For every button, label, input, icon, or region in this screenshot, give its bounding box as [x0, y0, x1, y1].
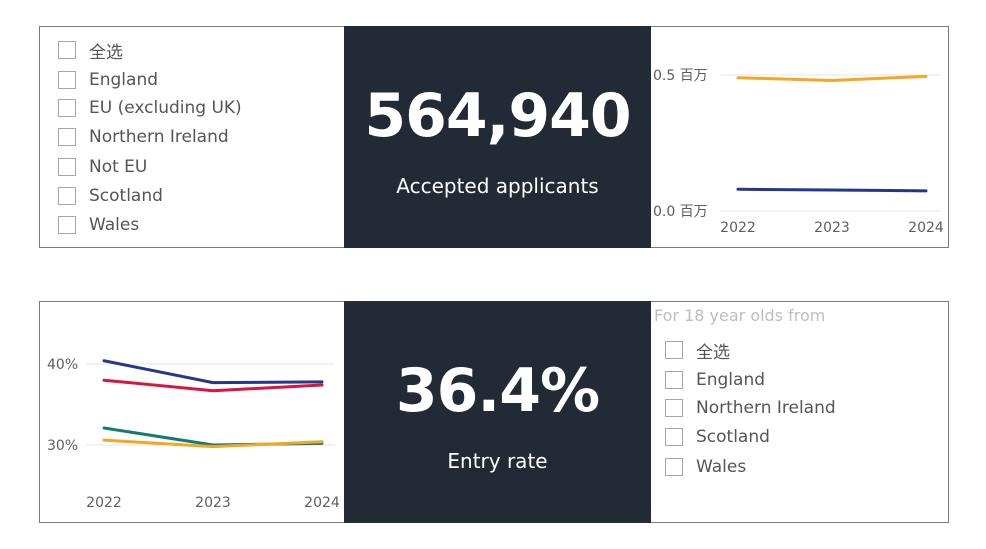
- checkbox[interactable]: [665, 399, 683, 417]
- entry-rate-line-chart: 40% 30% 2022 2023 2024: [47, 357, 340, 511]
- accepted-applicants-card: 564,940 Accepted applicants: [344, 26, 651, 248]
- slicer-item-label: 全选: [696, 342, 730, 363]
- slicer-item-label: EU (excluding UK): [89, 98, 242, 118]
- x-tick-label: 2024: [304, 495, 340, 511]
- checkbox[interactable]: [665, 428, 683, 446]
- series-line-navy[interactable]: [736, 187, 928, 193]
- slicer-item-label: Northern Ireland: [89, 127, 229, 147]
- checkbox[interactable]: [58, 71, 76, 89]
- slicer-item-label: Not EU: [89, 157, 148, 177]
- slicer-item-england[interactable]: England: [58, 69, 158, 91]
- slicer-item-label: 全选: [89, 42, 123, 63]
- checkbox[interactable]: [665, 371, 683, 389]
- checkbox[interactable]: [58, 41, 76, 59]
- series-line-navy[interactable]: [102, 359, 324, 385]
- y-tick-label: 30%: [47, 438, 78, 454]
- slicer-item-select-all[interactable]: 全选: [58, 39, 123, 63]
- checkbox[interactable]: [665, 458, 683, 476]
- slicer-item-wales[interactable]: Wales: [58, 214, 139, 236]
- kpi-value: 36.4%: [395, 356, 600, 426]
- origin-slicer: 全选 England Northern Ireland Scotland Wal…: [665, 339, 925, 499]
- x-tick-label: 2022: [86, 495, 122, 511]
- checkbox[interactable]: [58, 216, 76, 234]
- slicer-item-label: England: [696, 370, 766, 390]
- kpi-label: Accepted applicants: [396, 174, 599, 198]
- slicer-item-northern-ireland[interactable]: Northern Ireland: [665, 397, 836, 419]
- checkbox[interactable]: [665, 341, 683, 359]
- checkbox[interactable]: [58, 128, 76, 146]
- y-tick-label: 40%: [47, 357, 78, 373]
- checkbox[interactable]: [58, 158, 76, 176]
- slicer-item-select-all[interactable]: 全选: [665, 339, 730, 363]
- x-tick-label: 2024: [908, 220, 944, 236]
- slicer-item-not-eu[interactable]: Not EU: [58, 156, 147, 178]
- slicer-item-label: Scotland: [696, 427, 770, 447]
- entry-rate-card: 36.4% Entry rate: [344, 301, 651, 523]
- slicer-item-england[interactable]: England: [665, 369, 765, 391]
- checkbox[interactable]: [58, 99, 76, 117]
- slicer-item-scotland[interactable]: Scotland: [665, 426, 770, 448]
- applicants-line-chart: 0.5 百万 0.0 百万 2022 2023 2024: [653, 68, 944, 236]
- x-tick-label: 2023: [195, 495, 231, 511]
- slicer-item-label: England: [89, 70, 159, 90]
- slicer-item-label: Wales: [89, 215, 140, 235]
- slicer-heading: For 18 year olds from: [654, 306, 826, 325]
- slicer-item-label: Northern Ireland: [696, 398, 836, 418]
- series-line-orange[interactable]: [102, 438, 324, 449]
- slicer-item-label: Scotland: [89, 186, 163, 206]
- region-slicer: 全选 England EU (excluding UK) Northern Ir…: [58, 39, 338, 239]
- slicer-item-eu[interactable]: EU (excluding UK): [58, 97, 242, 119]
- series-line-orange[interactable]: [736, 74, 928, 82]
- x-tick-label: 2022: [720, 220, 756, 236]
- kpi-label: Entry rate: [447, 449, 548, 473]
- slicer-item-wales[interactable]: Wales: [665, 456, 746, 478]
- checkbox[interactable]: [58, 187, 76, 205]
- slicer-item-northern-ireland[interactable]: Northern Ireland: [58, 126, 229, 148]
- y-tick-label: 0.5 百万: [653, 68, 708, 84]
- slicer-item-label: Wales: [696, 457, 747, 477]
- series-line-red[interactable]: [102, 378, 324, 393]
- accepted-applicants-panel: 全选 England EU (excluding UK) Northern Ir…: [39, 26, 949, 248]
- y-tick-label: 0.0 百万: [653, 204, 708, 220]
- slicer-item-scotland[interactable]: Scotland: [58, 185, 163, 207]
- kpi-value: 564,940: [364, 81, 631, 151]
- x-tick-label: 2023: [814, 220, 850, 236]
- entry-rate-panel: 40% 30% 2022 2023 2024 36.4% Entry rate For …: [39, 301, 949, 523]
